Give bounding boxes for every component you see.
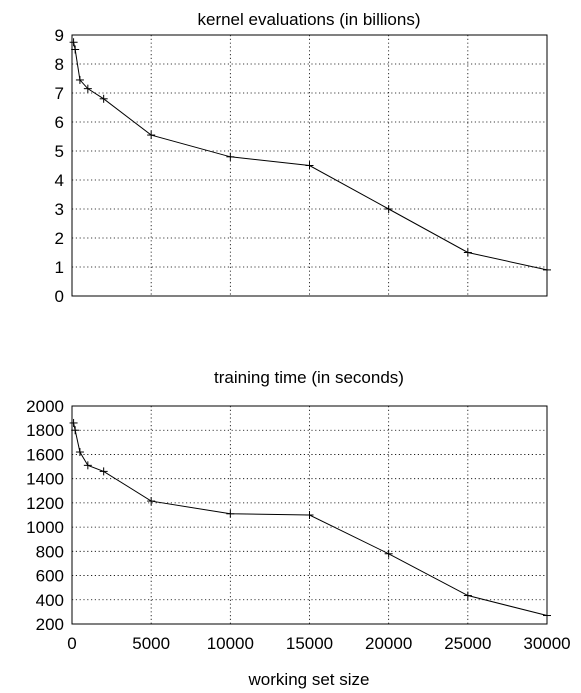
data-point <box>71 426 80 435</box>
data-point <box>83 461 92 470</box>
data-point <box>71 45 80 54</box>
y-tick-label: 200 <box>36 615 64 634</box>
plot-frame <box>71 405 548 625</box>
kernel-evaluations-panel: kernel evaluations (in billions) 0 1 2 3 4 5 6… <box>55 10 551 306</box>
y-tick-label: 9 <box>55 26 64 45</box>
data-point <box>147 497 156 506</box>
data-point <box>69 418 78 427</box>
series-line <box>73 422 548 617</box>
data-point <box>226 152 235 161</box>
data-point <box>463 591 472 600</box>
y-tick-label: 2000 <box>26 397 64 416</box>
x-tick-label: 25000 <box>444 634 491 653</box>
y-tick-label: 2 <box>55 229 64 248</box>
y-tick-label: 7 <box>55 84 64 103</box>
data-point <box>384 549 393 558</box>
chart-title: kernel evaluations (in billions) <box>197 10 420 29</box>
data-point <box>305 161 314 170</box>
y-tick-label: 6 <box>55 113 64 132</box>
data-point <box>305 511 314 519</box>
data-point <box>75 448 84 457</box>
x-tick-label: 5000 <box>132 634 170 653</box>
x-tick-label: 30000 <box>523 634 570 653</box>
y-tick-label: 1800 <box>26 421 64 440</box>
y-tick-label: 1000 <box>26 518 64 537</box>
data-point <box>226 509 235 518</box>
data-point <box>99 467 108 476</box>
plot-frame <box>71 34 548 297</box>
chart-title: training time (in seconds) <box>214 368 404 387</box>
y-tick-label: 600 <box>36 567 64 586</box>
y-tick-label: 4 <box>55 171 64 190</box>
training-time-panel: training time (in seconds) working set s… <box>26 368 570 689</box>
x-tick-label: 15000 <box>286 634 333 653</box>
data-point <box>69 38 78 47</box>
x-axis-label: working set size <box>248 670 370 689</box>
data-point <box>147 131 156 140</box>
y-tick-label: 1400 <box>26 470 64 489</box>
y-tick-label: 5 <box>55 142 64 161</box>
data-point <box>75 75 84 84</box>
data-point <box>543 265 551 274</box>
x-tick-label: 0 <box>67 634 76 653</box>
y-tick-label: 0 <box>55 287 64 306</box>
series-line <box>73 42 548 271</box>
y-tick-label: 400 <box>36 591 64 610</box>
y-tick-label: 3 <box>55 200 64 219</box>
data-point <box>384 205 393 213</box>
y-tick-label: 800 <box>36 542 64 561</box>
y-tick-label: 8 <box>55 55 64 74</box>
data-point <box>543 611 551 620</box>
x-tick-label: 10000 <box>207 634 254 653</box>
data-point <box>99 94 108 103</box>
y-tick-label: 1200 <box>26 494 64 513</box>
y-tick-label: 1 <box>55 258 64 277</box>
y-tick-label: 1600 <box>26 445 64 464</box>
x-tick-label: 20000 <box>365 634 412 653</box>
data-point <box>463 248 472 257</box>
data-point <box>83 84 92 93</box>
